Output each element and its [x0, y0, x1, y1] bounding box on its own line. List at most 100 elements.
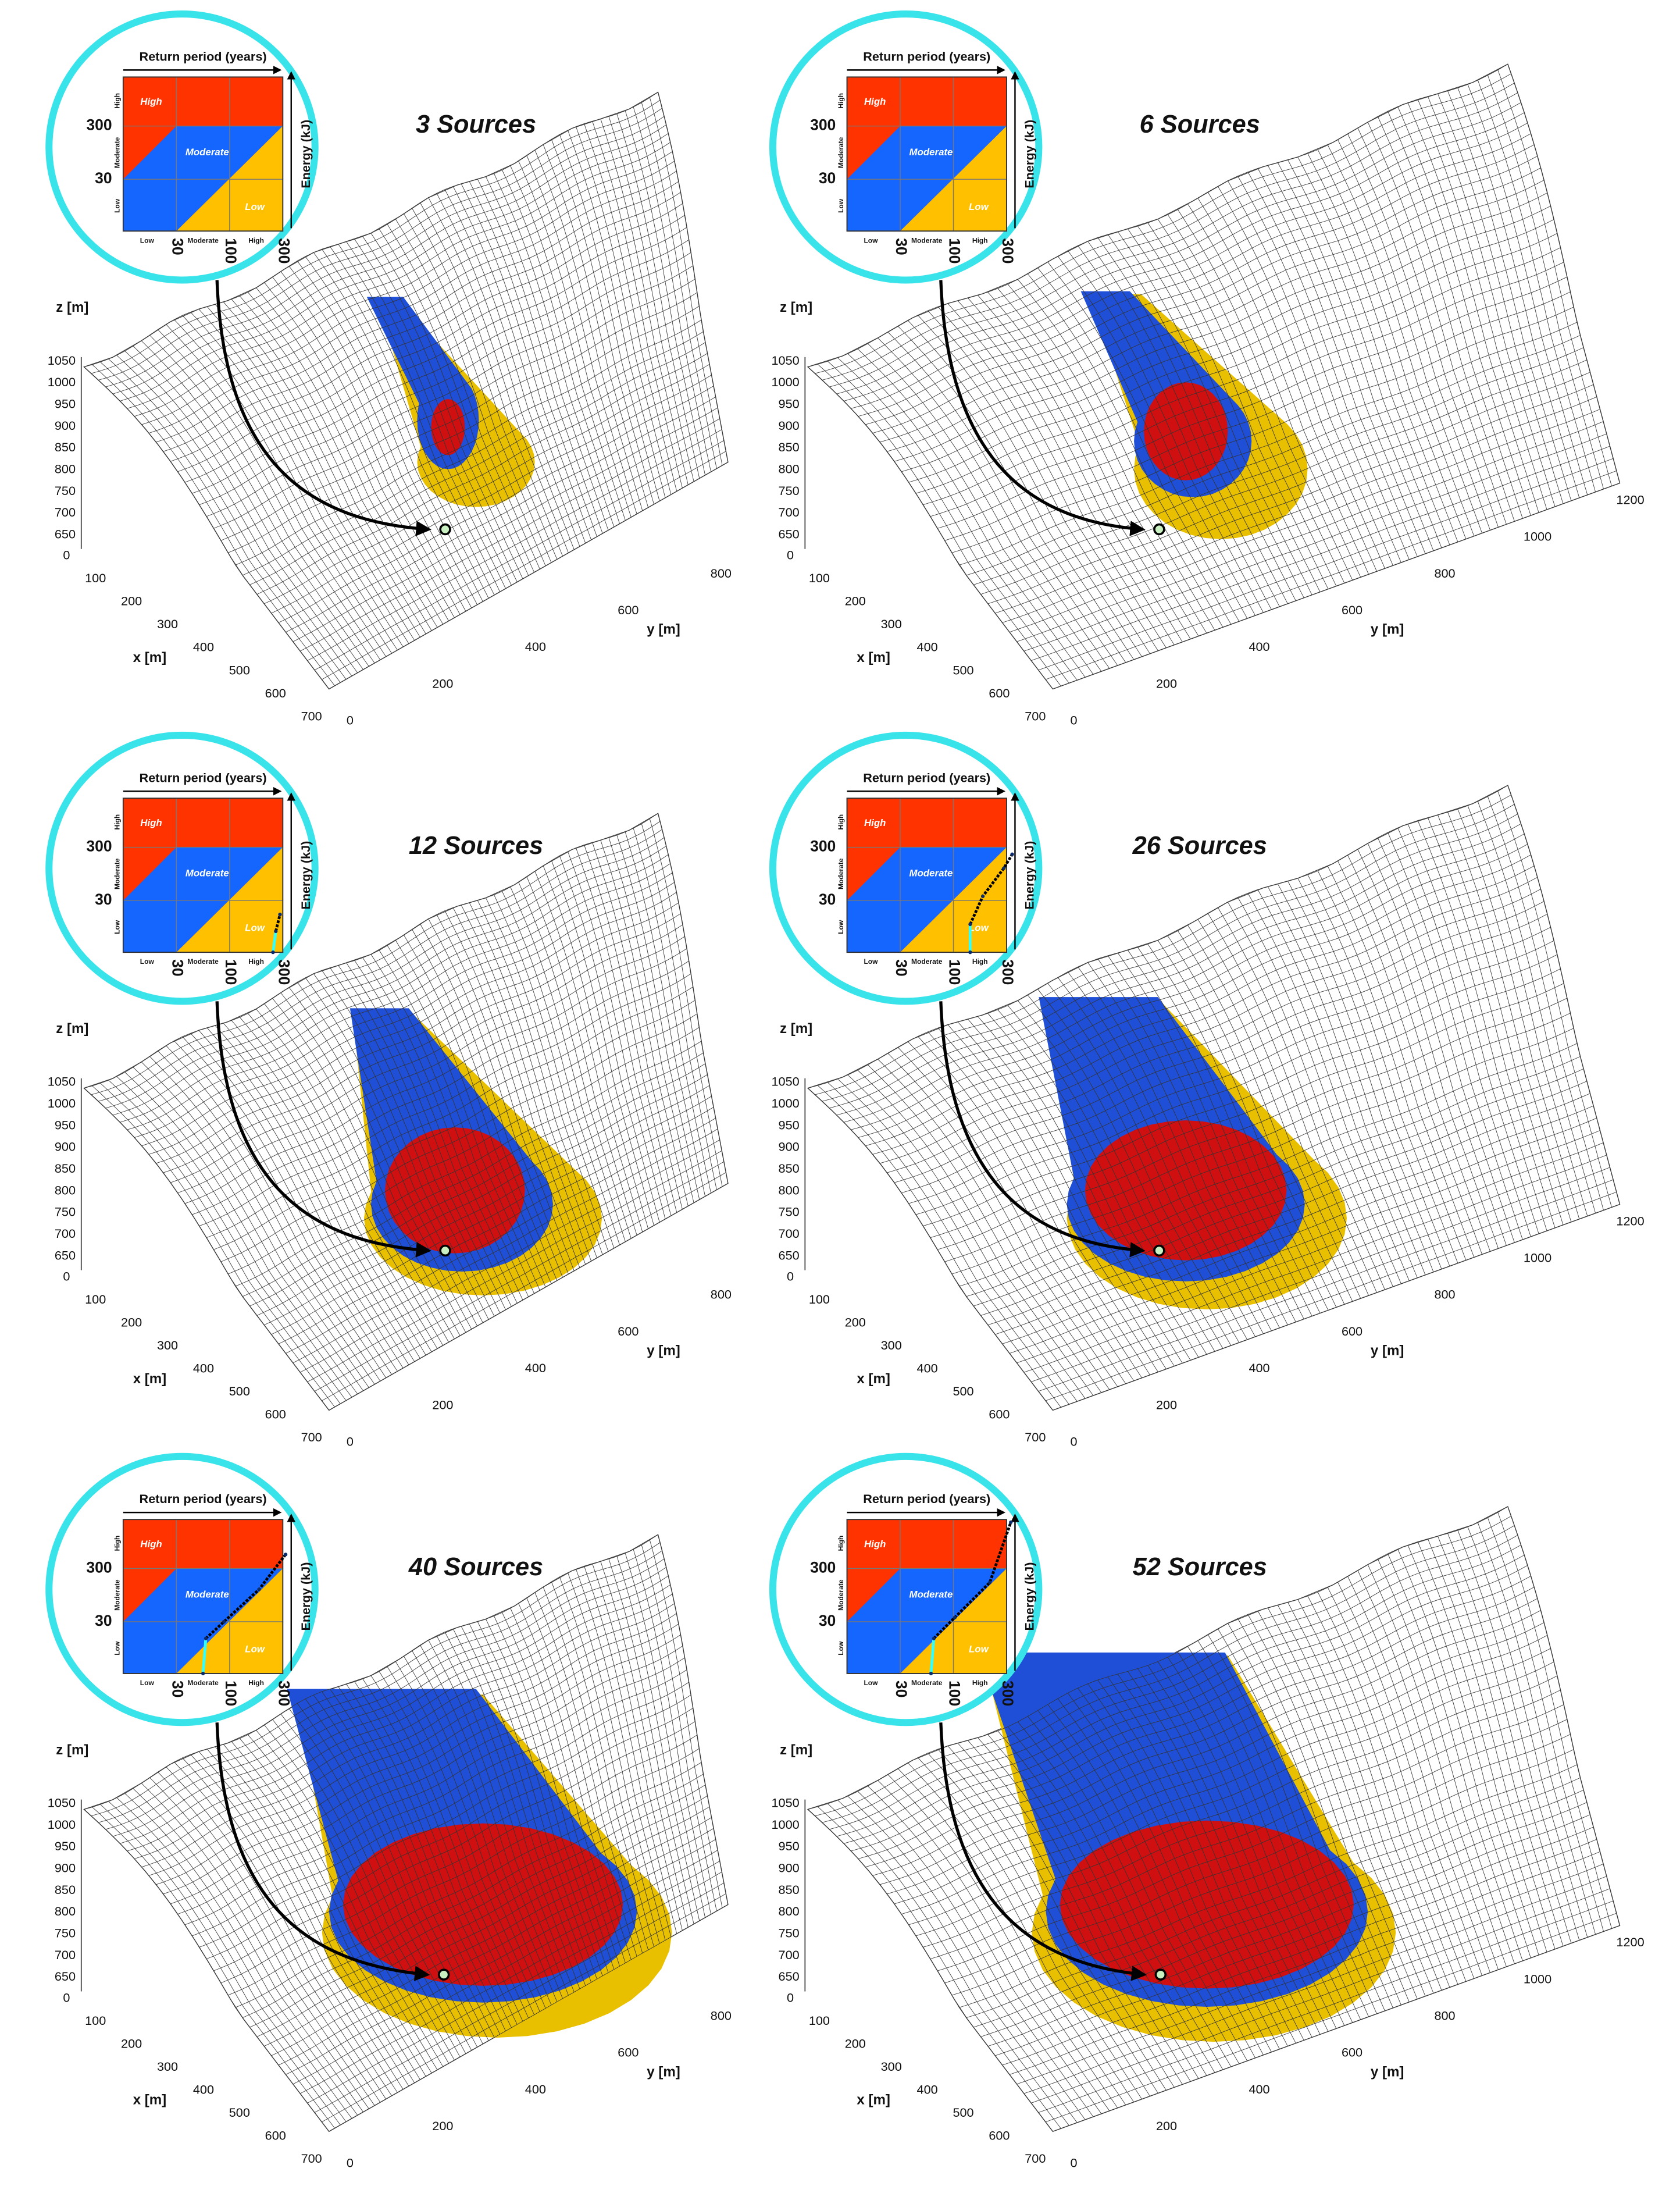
z-tick-label: 700	[779, 1947, 800, 1962]
mesh-line	[887, 1622, 1545, 1895]
mesh-line	[894, 914, 1547, 1183]
mesh-line	[127, 1585, 670, 1852]
y-label: y [m]	[1371, 1343, 1404, 1359]
mesh-line	[973, 347, 1584, 585]
mesh-line	[148, 892, 677, 1155]
mesh-line	[1016, 1142, 1604, 1363]
x-tick-label: 100	[809, 571, 830, 585]
inset-blue	[123, 1568, 283, 1674]
mesh-line	[314, 1161, 725, 1392]
x-tick-label: 0	[787, 548, 794, 562]
mesh-line	[278, 1107, 714, 1344]
mesh-line	[937, 1719, 1568, 1971]
z-tick-label: 850	[55, 1161, 76, 1176]
inset-x-title: Return period (years)	[863, 49, 990, 63]
inset-curve-point	[968, 950, 972, 955]
inset-y-class: Low	[113, 198, 121, 213]
mesh-line	[98, 829, 662, 1102]
mesh-line	[206, 265, 693, 517]
z-tick-label: 1050	[771, 1796, 799, 1810]
mesh-line	[1031, 446, 1610, 661]
source-point	[1153, 523, 1165, 536]
mesh-line	[314, 440, 725, 671]
y-label: y [m]	[647, 2064, 680, 2080]
inset-y-class: Low	[837, 198, 845, 213]
mesh-line	[105, 116, 665, 387]
mesh-line	[322, 1172, 726, 1401]
z-tick-label: 1050	[48, 1796, 76, 1810]
inset-y-class: Low	[837, 920, 845, 934]
z-tick-label: 1000	[48, 1096, 76, 1110]
y-tick-label: 800	[711, 2009, 732, 2023]
mesh-line	[865, 866, 1535, 1147]
mesh-line	[1023, 1876, 1607, 2094]
inset-zone: Low	[245, 1644, 265, 1655]
mesh-line	[894, 1635, 1547, 1904]
mesh-line	[199, 252, 691, 505]
inset-x-class: High	[972, 957, 988, 966]
inset-x-class: Moderate	[187, 1679, 219, 1687]
z-tick-label: 1050	[48, 353, 76, 368]
x-tick-label: 700	[301, 2151, 322, 2166]
inset-y-tick: 300	[86, 116, 112, 134]
inset-curve-point	[257, 1587, 261, 1592]
mesh-line	[199, 973, 691, 1226]
inset-x-tick: 300	[999, 959, 1016, 985]
mesh-line	[1009, 1851, 1600, 2075]
mesh-line	[987, 1093, 1590, 1326]
inset-y-title: Energy (kJ)	[298, 120, 313, 188]
x-tick-label: 100	[809, 2013, 830, 2028]
inset-x-tick: 30	[893, 238, 910, 255]
mesh-line	[959, 1764, 1577, 2008]
x-tick-label: 400	[917, 640, 938, 654]
pointer-arrow	[939, 1001, 1146, 1258]
mesh-line	[851, 1565, 1528, 1852]
mesh-line	[84, 92, 658, 368]
inset-x-title: Return period (years)	[863, 1491, 990, 1506]
mesh-line	[299, 418, 720, 651]
panel: z [m]10501000950900850800750700650010020…	[769, 1452, 1645, 2170]
mesh-line	[206, 1708, 693, 1960]
y-tick-label: 800	[711, 566, 732, 581]
mesh-line	[228, 1027, 700, 1274]
mesh-line	[937, 998, 1568, 1250]
z-tick-label: 700	[55, 1226, 76, 1241]
mesh-line	[286, 396, 716, 633]
z-tick-label: 1000	[771, 375, 799, 389]
zone-high	[1143, 382, 1228, 480]
panel-title: 3 Sources	[416, 111, 536, 138]
inset-zone: Moderate	[186, 868, 229, 879]
inset-y-class: Moderate	[113, 1579, 121, 1611]
y-tick-label: 0	[347, 713, 354, 728]
z-tick-label: 850	[779, 440, 800, 454]
mesh-line	[865, 144, 1535, 425]
mesh-line	[170, 1646, 683, 1904]
inset-y-class: Low	[113, 920, 121, 934]
inset-x-class: Low	[140, 1679, 155, 1687]
y-tick-label: 0	[1071, 2155, 1078, 2170]
panel-title: 40 Sources	[408, 1553, 543, 1581]
mesh-line	[887, 180, 1545, 452]
inset-blue	[123, 126, 283, 232]
x-label: x [m]	[133, 2092, 166, 2108]
mesh-line	[901, 1648, 1551, 1915]
mesh-line	[944, 291, 1571, 541]
inset-y-tick: 300	[810, 838, 836, 855]
inset-blue	[123, 847, 283, 953]
inset-zone: High	[864, 817, 886, 828]
mesh-line	[923, 1690, 1561, 1947]
inset-y-tick: 30	[95, 169, 112, 187]
z-tick-label: 950	[55, 1117, 76, 1132]
mesh-line	[293, 1128, 718, 1363]
mesh-line	[271, 375, 712, 614]
inset-zone: Low	[969, 1644, 989, 1655]
x-label: x [m]	[133, 1371, 166, 1387]
inset-zone: High	[864, 1539, 886, 1550]
y-label: y [m]	[1371, 622, 1404, 638]
x-tick-label: 200	[845, 2036, 866, 2050]
inset-x-tick: 30	[893, 1680, 910, 1697]
inset-curve-point	[1002, 866, 1006, 870]
mesh-line	[865, 1587, 1535, 1868]
mesh-line	[127, 142, 670, 409]
